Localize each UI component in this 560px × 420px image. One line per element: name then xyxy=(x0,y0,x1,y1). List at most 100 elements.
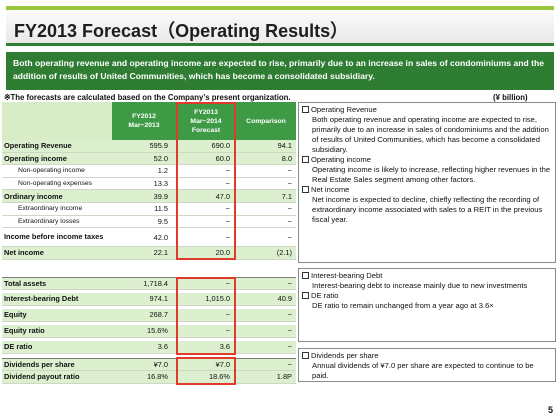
cell-fy2012: 3.6 xyxy=(157,342,168,352)
commentary-box-dividends: Dividends per share Annual dividends of … xyxy=(298,348,556,382)
row-label: Dividends per share xyxy=(4,359,75,369)
commentary-heading: Interest-bearing Debt xyxy=(302,271,552,281)
cell-fy2012: 15.6% xyxy=(147,326,168,336)
cell-fy2012: 22.1 xyxy=(153,248,168,258)
cell-comparison: 8.0 xyxy=(281,153,292,163)
row-label: Extraordinary losses xyxy=(18,217,80,225)
cell-fy2012: 974.1 xyxy=(149,294,169,304)
commentary-body: Net income is expected to decline, chief… xyxy=(312,195,543,224)
commentary-body: Interest-bearing debt to increase mainly… xyxy=(312,281,528,290)
cell-fy2012: 9.5 xyxy=(157,216,168,226)
commentary-heading: Dividends per share xyxy=(302,351,552,361)
row-label: Equity xyxy=(4,310,27,320)
header-fy2013-forecast: Forecast xyxy=(191,126,221,134)
row-label: Total assets xyxy=(4,278,47,288)
table-row: Operating Revenue 595.9 690.0 94.1 xyxy=(2,140,296,153)
commentary-body: Annual dividends of ¥7.0 per share are e… xyxy=(312,361,534,380)
row-label: Income before income taxes xyxy=(4,231,104,241)
commentary-body: Operating income is likely to increase, … xyxy=(312,165,551,184)
cell-fy2013: − xyxy=(225,310,230,320)
cell-fy2013: 18.6% xyxy=(209,372,230,382)
cell-comparison: − xyxy=(287,278,292,288)
cell-comparison: − xyxy=(287,166,292,176)
row-label: DE ratio xyxy=(4,342,33,352)
unit-label: (¥ billion) xyxy=(493,93,528,102)
commentary-title: Interest-bearing Debt xyxy=(311,271,383,280)
cell-comparison: − xyxy=(287,232,292,242)
table-row: Operating income 52.0 60.0 8.0 xyxy=(2,152,296,166)
checkbox-icon xyxy=(302,272,309,279)
cell-comparison: − xyxy=(287,216,292,226)
cell-fy2013: − xyxy=(225,216,230,226)
row-label: Interest-bearing Debt xyxy=(4,294,79,304)
cell-comparison: 7.1 xyxy=(281,191,292,201)
header-fy2013-year: FY2013 xyxy=(194,108,218,116)
header-comparison: Comparison xyxy=(236,102,296,140)
checkbox-icon xyxy=(302,186,309,193)
cell-fy2013: − xyxy=(225,204,230,214)
table-row: Net income 22.1 20.0 (2.1) xyxy=(2,247,296,260)
cell-fy2013: 1,015.0 xyxy=(205,294,230,304)
table-row: Interest-bearing Debt 974.1 1,015.0 40.9 xyxy=(2,293,296,306)
cell-fy2012: 13.3 xyxy=(153,179,168,189)
cell-fy2012: 268.7 xyxy=(149,310,169,320)
commentary-title: Dividends per share xyxy=(311,351,379,360)
summary-banner: Both operating revenue and operating inc… xyxy=(6,52,554,90)
table-row: Ordinary income 39.9 47.0 7.1 xyxy=(2,190,296,203)
commentary-heading: Operating income xyxy=(302,155,552,165)
cell-comparison: − xyxy=(287,310,292,320)
checkbox-icon xyxy=(302,352,309,359)
commentary-heading: DE ratio xyxy=(302,291,552,301)
cell-fy2013: − xyxy=(225,326,230,336)
cell-fy2012: 39.9 xyxy=(153,191,168,201)
forecast-note: ※The forecasts are calculated based on t… xyxy=(4,93,291,102)
table-row: Extraordinary losses 9.5 − − xyxy=(2,215,296,229)
cell-fy2012: 1.2 xyxy=(157,166,168,176)
cell-fy2012: 1,718.4 xyxy=(143,278,168,288)
cell-fy2013: 20.0 xyxy=(215,248,230,258)
table-row: Dividend payout ratio 16.8% 18.6% 1.8P xyxy=(2,371,296,384)
cell-fy2013: − xyxy=(225,232,230,242)
header-fy2012: FY2012 Mar−2013 xyxy=(112,102,176,140)
table-row: Equity 268.7 − − xyxy=(2,309,296,322)
table-header: FY2012 Mar−2013 FY2013 Mar−2014 Forecast… xyxy=(2,102,296,140)
commentary-box-income: Operating Revenue Both operating revenue… xyxy=(298,102,556,263)
row-label: Extraordinary income xyxy=(18,205,83,213)
cell-fy2013: 3.6 xyxy=(219,342,230,352)
cell-fy2012: 52.0 xyxy=(153,153,168,163)
cell-fy2012: ¥7.0 xyxy=(153,359,168,369)
checkbox-icon xyxy=(302,292,309,299)
header-fy2012-period: Mar−2013 xyxy=(128,122,160,129)
commentary-title: Operating income xyxy=(311,155,371,164)
cell-fy2012: 595.9 xyxy=(149,141,169,151)
commentary-body: Both operating revenue and operating inc… xyxy=(312,115,549,154)
table-row: Non-operating expenses 13.3 − − xyxy=(2,177,296,191)
header-fy2013-period: Mar−2014 xyxy=(190,117,222,125)
commentary-heading: Net income xyxy=(302,185,552,195)
table-row: Dividends per share ¥7.0 ¥7.0 − xyxy=(2,358,296,371)
row-label: Non-operating expenses xyxy=(18,180,93,188)
cell-fy2012: 16.8% xyxy=(147,372,168,382)
checkbox-icon xyxy=(302,156,309,163)
table-row: DE ratio 3.6 3.6 − xyxy=(2,341,296,354)
row-label: Net income xyxy=(4,248,44,258)
cell-comparison: − xyxy=(287,204,292,214)
cell-fy2013: − xyxy=(225,166,230,176)
cell-comparison: − xyxy=(287,359,292,369)
cell-comparison: 1.8P xyxy=(276,372,292,382)
row-label: Operating income xyxy=(4,153,67,163)
commentary-box-balance: Interest-bearing Debt Interest-bearing d… xyxy=(298,268,556,342)
cell-fy2012: 42.0 xyxy=(153,232,168,242)
table-row: Equity ratio 15.6% − − xyxy=(2,325,296,338)
cell-comparison: − xyxy=(287,326,292,336)
cell-fy2013: 47.0 xyxy=(215,191,230,201)
title-bar: FY2013 Forecast（Operating Results） xyxy=(6,6,554,46)
page-title: FY2013 Forecast（Operating Results） xyxy=(14,21,349,41)
header-fy2012-year: FY2012 xyxy=(132,113,156,120)
table-row: Total assets 1,718.4 − − xyxy=(2,277,296,290)
row-label: Dividend payout ratio xyxy=(4,372,80,382)
checkbox-icon xyxy=(302,106,309,113)
cell-comparison: 94.1 xyxy=(277,141,292,151)
table-row: Income before income taxes 42.0 − − xyxy=(2,228,296,248)
row-label: Non-operating income xyxy=(18,167,85,175)
